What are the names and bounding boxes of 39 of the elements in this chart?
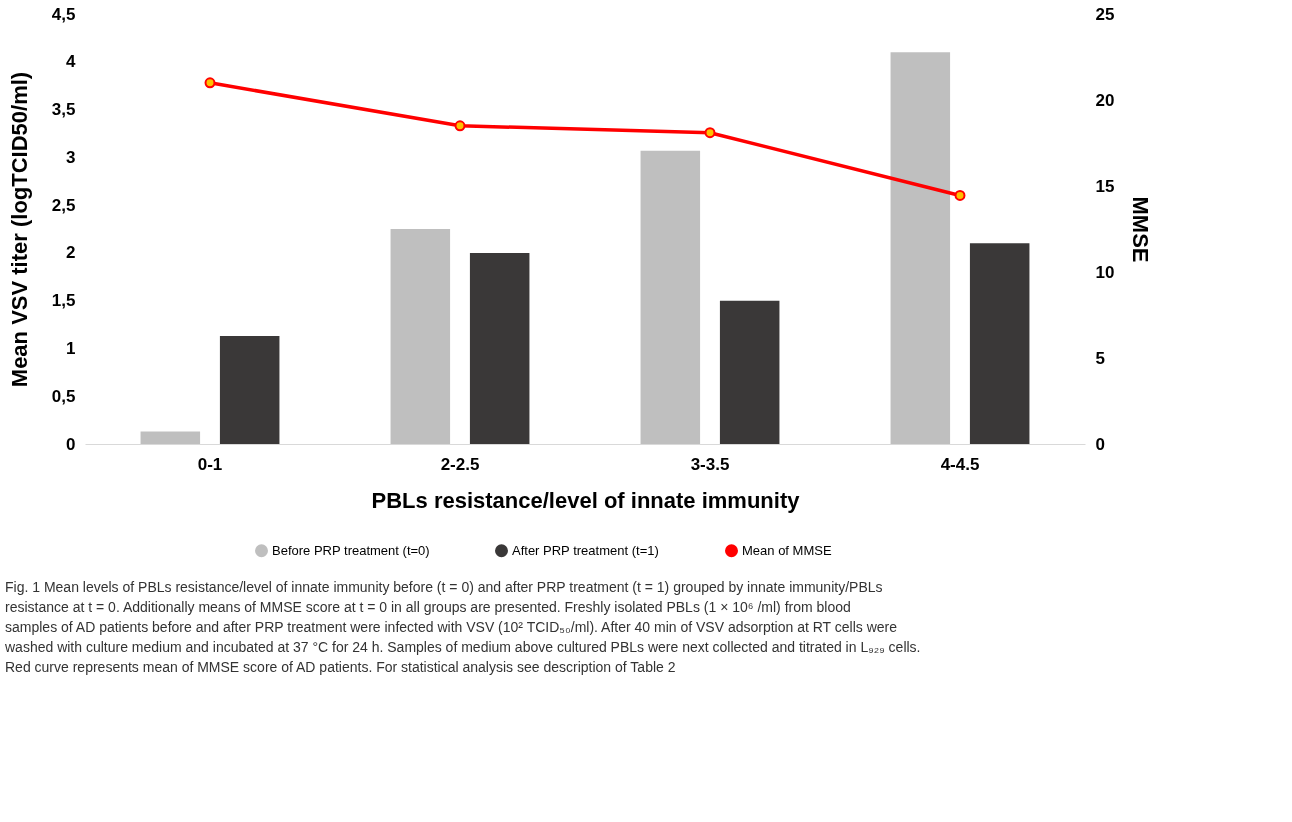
y-axis-title: Mean VSV titer (logTCID50/ml): [6, 71, 32, 388]
x-tick-label: 0-1: [197, 454, 223, 474]
y-tick-label: 1: [66, 338, 76, 358]
y2-tick-label: 25: [1095, 4, 1115, 24]
y-tick-label: 2,5: [51, 195, 76, 215]
y-tick-label: 3: [66, 147, 76, 167]
caption: Fig. 1 Mean levels of PBLs resistance/level of innate immunity before (t = 0) and after PRP treatment (t = 1) grouped by innate immunity/PBLs resistance at t = 0. Additionally means of MMSE score at t = 0 in all groups are presented. Freshly isolated PBLs (1 × 10⁶ /ml) from blood samples of AD patients before and after PRP treatment were infected with VSV (10² TCID₅₀/ml). After 40 min of VSV adsorption at RT cells were washed with culture medium and incubated at 37 °C for 24 h. Samples of medium above cultured PBLs were next collected and titrated in L₉₂₉ cells. Red curve represents mean of MMSE score of AD patients. For statistical analysis see description of Table 2: [4, 579, 921, 675]
y-tick-label: 0: [66, 434, 76, 454]
bar: [640, 150, 701, 444]
legend-label: Mean of MMSE: [742, 542, 832, 558]
y-tick-label: 4: [66, 52, 77, 72]
y-tick-label: 2: [66, 243, 76, 263]
point: [704, 127, 716, 139]
y2-tick-label: 5: [1095, 348, 1105, 368]
bar: [219, 336, 280, 444]
y2-axis-title: MMSE: [1128, 196, 1154, 263]
point: [204, 77, 216, 89]
y2-tick-label: 15: [1095, 176, 1115, 196]
x-tick-label: 4-4.5: [940, 454, 980, 474]
y-tick-label: 0,5: [51, 386, 76, 406]
y2-tick-label: 0: [1095, 434, 1105, 454]
point: [454, 120, 466, 132]
bar: [140, 431, 201, 444]
y2-tick-label: 10: [1095, 262, 1115, 282]
x-tick-label: 3-3.5: [690, 454, 730, 474]
x-tick-label: 2-2.5: [440, 454, 480, 474]
bar: [390, 229, 451, 444]
bar: [969, 243, 1030, 444]
bar: [890, 52, 951, 444]
y-tick-label: 3,5: [51, 100, 76, 120]
bar: [719, 300, 780, 444]
point: [954, 190, 966, 201]
legend-label: After PRP treatment (t=1): [512, 542, 659, 558]
x-axis-title: PBLs resistance/level of innate immunity: [371, 487, 801, 513]
y-tick-label: 1,5: [51, 291, 76, 311]
bar: [469, 252, 530, 444]
y-tick-label: 4,5: [51, 4, 76, 24]
legend-label: Before PRP treatment (t=0): [272, 542, 430, 558]
y2-tick-label: 20: [1095, 90, 1115, 110]
